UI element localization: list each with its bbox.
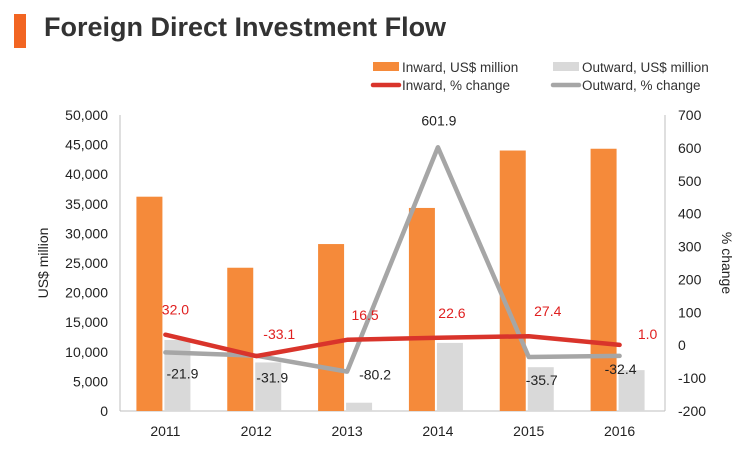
inward-pct-data-label: 22.6 <box>438 305 465 321</box>
outward-bar <box>255 362 282 411</box>
outward-pct-data-label: -32.4 <box>605 361 637 377</box>
outward-pct-data-label: 601.9 <box>421 112 456 128</box>
inward-pct-data-label: 1.0 <box>638 326 658 342</box>
title-accent-bar <box>14 14 26 48</box>
x-tick-label: 2015 <box>513 423 544 439</box>
inward-pct-line <box>163 332 622 359</box>
left-tick-label: 5,000 <box>73 373 108 389</box>
inward-bar <box>136 196 163 411</box>
right-tick-label: 700 <box>678 107 702 123</box>
left-tick-label: 40,000 <box>65 166 108 182</box>
inward-bar <box>227 267 254 411</box>
legend-swatch <box>373 62 399 71</box>
inward-pct-data-label: 16.5 <box>351 307 378 323</box>
right-tick-label: 100 <box>678 304 702 320</box>
outward-bar <box>618 370 645 411</box>
left-tick-label: 20,000 <box>65 285 108 301</box>
right-tick-label: 500 <box>678 173 702 189</box>
inward-bar <box>499 150 526 411</box>
left-tick-label: 0 <box>100 403 108 419</box>
left-tick-label: 10,000 <box>65 344 108 360</box>
outward-pct-data-label: -21.9 <box>166 365 198 381</box>
legend-label: Outward, US$ million <box>582 60 709 75</box>
right-tick-label: 400 <box>678 206 702 222</box>
inward-bar <box>590 148 617 411</box>
x-tick-label: 2013 <box>332 423 363 439</box>
inward-pct-data-label: 27.4 <box>534 303 561 319</box>
left-tick-label: 15,000 <box>65 314 108 330</box>
left-tick-label: 50,000 <box>65 107 108 123</box>
page-title: Foreign Direct Investment Flow <box>44 12 447 42</box>
right-tick-label: 200 <box>678 271 702 287</box>
right-axis-title: % change <box>719 232 735 294</box>
legend-label: Inward, % change <box>402 78 510 93</box>
right-tick-label: 300 <box>678 239 702 255</box>
outward-bar <box>527 367 554 411</box>
left-tick-label: 35,000 <box>65 196 108 212</box>
outward-pct-data-label: -31.9 <box>256 370 288 386</box>
inward-pct-data-label: -33.1 <box>263 326 295 342</box>
legend-swatch <box>553 62 579 71</box>
outward-pct-data-label: -35.7 <box>526 372 558 388</box>
legend-label: Inward, US$ million <box>402 60 518 75</box>
left-tick-label: 25,000 <box>65 255 108 271</box>
inward-pct-data-label: 32.0 <box>162 302 189 318</box>
right-tick-label: 0 <box>678 337 686 353</box>
left-tick-label: 45,000 <box>65 137 108 153</box>
inward-bar <box>408 207 435 411</box>
x-tick-label: 2012 <box>241 423 272 439</box>
right-tick-label: -200 <box>678 403 706 419</box>
x-tick-label: 2016 <box>604 423 635 439</box>
right-tick-label: 600 <box>678 140 702 156</box>
legend-label: Outward, % change <box>582 78 701 93</box>
right-tick-label: -100 <box>678 370 706 386</box>
left-tick-label: 30,000 <box>65 225 108 241</box>
outward-pct-data-label: -80.2 <box>359 367 391 383</box>
x-tick-label: 2014 <box>422 423 453 439</box>
left-axis-title: US$ million <box>35 228 51 299</box>
x-tick-label: 2011 <box>150 423 180 439</box>
outward-bar <box>436 342 463 411</box>
inward-bar <box>318 244 345 411</box>
outward-pct-line <box>163 145 622 374</box>
outward-bar <box>346 402 373 411</box>
